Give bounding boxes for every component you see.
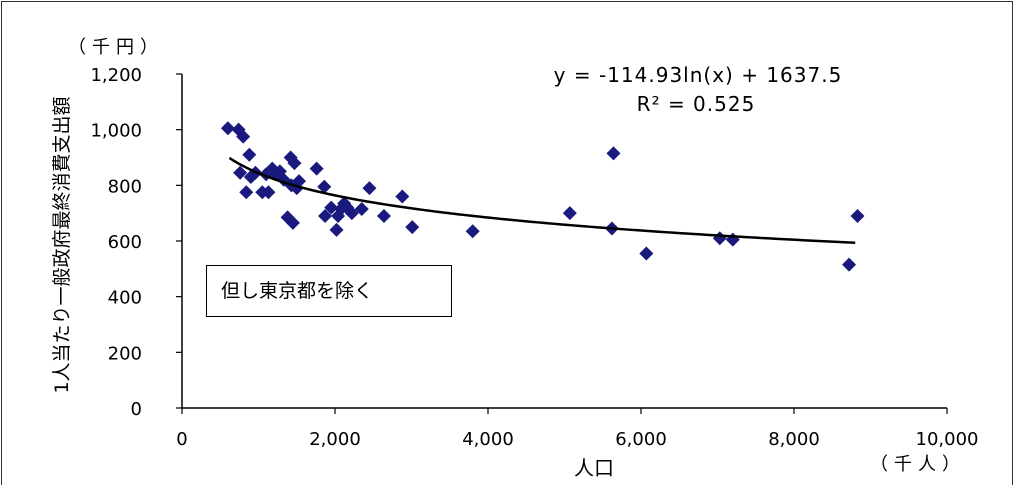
data-point — [220, 121, 235, 136]
x-tick-label: 0 — [176, 429, 187, 450]
data-point — [376, 208, 391, 223]
data-point — [639, 246, 654, 261]
data-point — [850, 208, 865, 223]
data-point — [725, 232, 740, 247]
data-point — [362, 181, 377, 196]
data-point — [842, 257, 857, 272]
data-point — [606, 146, 621, 161]
data-point — [317, 179, 332, 194]
y-tick-label: 400 — [108, 288, 142, 309]
data-point — [344, 206, 359, 221]
data-point — [329, 222, 344, 237]
data-point — [562, 206, 577, 221]
data-point — [239, 185, 254, 200]
y-tick-label: 600 — [108, 232, 142, 253]
data-point — [465, 224, 480, 239]
data-point — [242, 147, 257, 162]
y-tick-label: 800 — [108, 176, 142, 197]
trendline-equation: y = -114.93ln(x) + 1637.5 — [554, 63, 843, 87]
data-point — [324, 200, 339, 215]
x-tick-label: 6,000 — [615, 429, 667, 450]
data-point — [354, 201, 369, 216]
data-point — [261, 185, 276, 200]
y-tick-label: 1,000 — [90, 121, 142, 142]
data-point — [233, 165, 248, 180]
x-tick-label: 8,000 — [768, 429, 820, 450]
data-point — [395, 189, 410, 204]
data-point — [287, 156, 302, 171]
y-unit-label: （千円） — [68, 37, 164, 58]
y-tick-label: 200 — [108, 343, 142, 364]
x-axis-title: 人口 — [574, 456, 614, 480]
y-tick-label: 0 — [131, 399, 142, 420]
data-point — [236, 129, 251, 144]
x-tick-label: 10,000 — [916, 429, 979, 450]
x-tick-label: 4,000 — [462, 429, 514, 450]
x-tick-label: 2,000 — [309, 429, 361, 450]
r-squared-label: R² = 0.525 — [637, 92, 756, 116]
note-box: 但し東京都を除く — [206, 265, 452, 317]
data-point — [285, 215, 300, 230]
data-point — [318, 208, 333, 223]
y-tick-label: 1,200 — [90, 65, 142, 86]
data-point — [309, 161, 324, 176]
data-point — [405, 220, 420, 235]
data-point — [712, 231, 727, 246]
trendline — [228, 156, 856, 245]
x-unit-label: （千人） — [870, 454, 966, 475]
y-axis-title: 1人当たり一般政府最終消費支出額 — [51, 96, 73, 393]
